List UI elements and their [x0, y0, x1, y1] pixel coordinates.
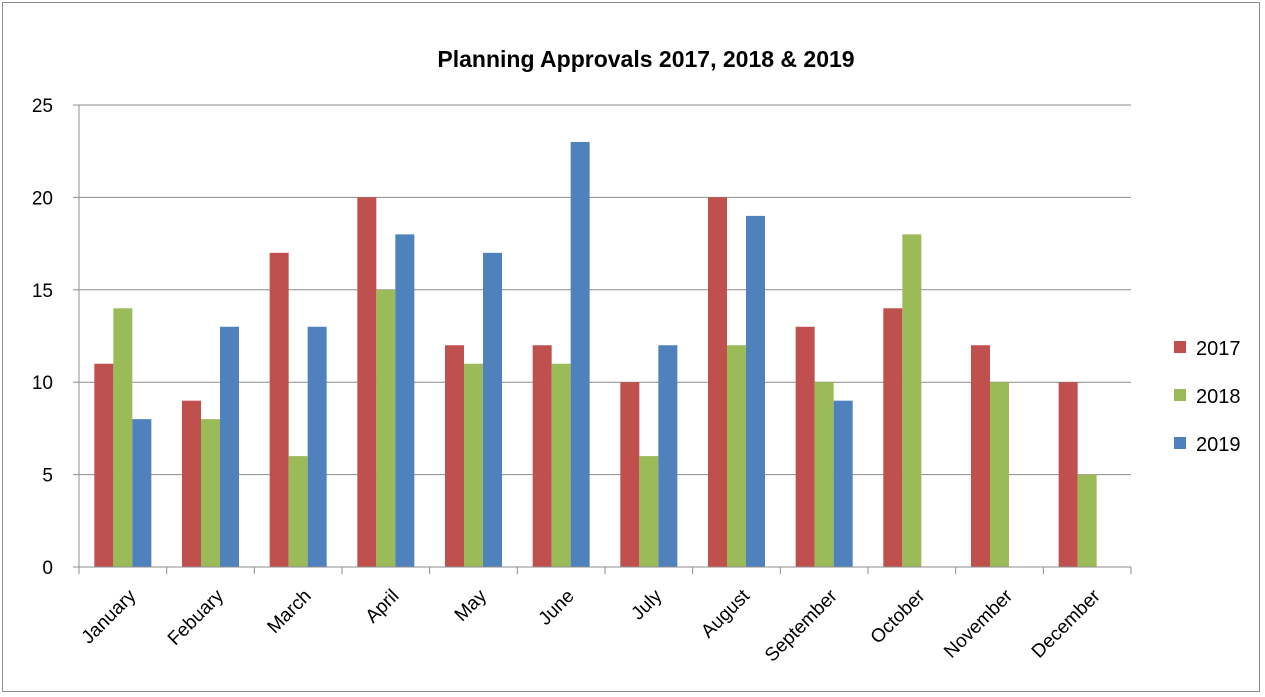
legend-swatch-2018 [1174, 389, 1186, 401]
legend-label-2018: 2018 [1196, 386, 1241, 408]
bar-2017-june [532, 345, 552, 567]
bar-2018-december [1077, 474, 1097, 567]
bar-2019-april [395, 234, 415, 568]
x-tick-label: September [761, 585, 842, 666]
x-tick-label: August [697, 585, 754, 642]
y-tick-label: 10 [32, 373, 53, 394]
bar-2019-febuary [220, 326, 239, 567]
x-tick-label: July [628, 585, 667, 624]
bar-2017-july [620, 382, 640, 567]
bar-2017-january [94, 363, 114, 567]
x-tick-label: April [362, 586, 404, 628]
legend: 2017 2018 2019 [1174, 338, 1241, 456]
x-tick-label: November [940, 585, 1017, 662]
bar-2017-march [269, 252, 289, 567]
chart-title: Planning Approvals 2017, 2018 & 2019 [437, 46, 854, 72]
bar-2018-june [551, 363, 571, 567]
bar-2018-october [902, 234, 922, 568]
bar-2017-april [357, 197, 377, 567]
bar-2018-march [288, 456, 308, 567]
x-tick-label: March [264, 586, 316, 638]
y-tick-label: 20 [32, 188, 53, 209]
bar-2019-may [483, 252, 502, 567]
legend-swatch-2019 [1174, 437, 1186, 449]
bar-chart: Planning Approvals 2017, 2018 & 2019 0 5 1… [32, 46, 1241, 666]
x-tick-label: May [451, 585, 492, 626]
legend-label-2017: 2017 [1196, 338, 1241, 360]
bar-2018-july [639, 456, 659, 567]
y-tick-label: 0 [42, 558, 53, 579]
bar-2017-may [445, 345, 464, 567]
legend-swatch-2017 [1174, 341, 1186, 353]
bar-2017-october [883, 308, 903, 567]
gridlines [79, 104, 1131, 476]
bar-2019-march [307, 326, 327, 567]
x-tick-label: January [78, 585, 141, 648]
bar-2017-december [1058, 382, 1078, 567]
y-tick-label: 15 [32, 281, 53, 302]
x-tick-label: Febuary [164, 585, 228, 649]
x-tick-label: October [867, 585, 930, 648]
bar-2017-november [971, 345, 990, 567]
bar-2018-november [990, 382, 1009, 567]
x-tick-label: December [1028, 585, 1105, 662]
y-tick-label: 5 [42, 466, 53, 487]
bar-2019-june [570, 141, 590, 567]
bar-2019-september [833, 400, 853, 567]
bar-2018-may [464, 363, 483, 567]
bar-2017-august [708, 197, 727, 567]
y-tick-label: 25 [32, 96, 53, 117]
bar-2019-july [658, 345, 678, 567]
bar-2018-august [727, 345, 746, 567]
x-tick-label: June [535, 586, 579, 630]
bar-2018-january [113, 308, 133, 567]
bar-2018-september [814, 382, 834, 567]
bar-2019-january [132, 419, 152, 567]
bar-2017-febuary [182, 400, 201, 567]
bar-2017-september [795, 326, 815, 567]
bar-2018-april [376, 289, 396, 567]
bars [94, 141, 1097, 568]
legend-label-2019: 2019 [1196, 434, 1241, 456]
bar-2018-febuary [201, 419, 220, 567]
bar-2019-august [746, 215, 765, 567]
